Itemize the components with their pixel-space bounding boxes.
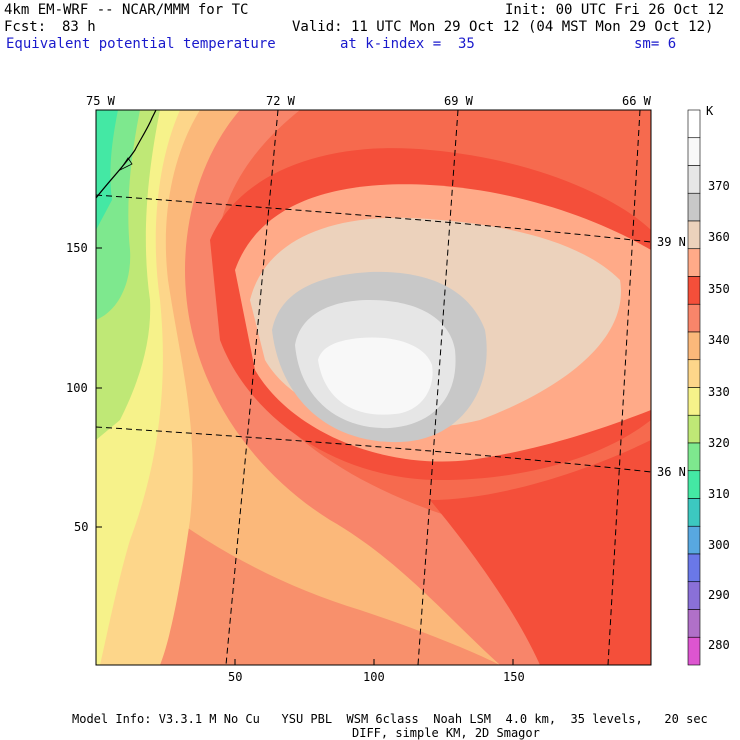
colorbar-label-300: 300: [708, 538, 730, 552]
lat-label-36n: 36 N: [657, 465, 686, 479]
colorbar-swatch: [687, 553, 701, 583]
colorbar-label-280: 280: [708, 638, 730, 652]
colorbar-swatch: [687, 248, 701, 277]
colorbar-label-360: 360: [708, 230, 730, 244]
fcst-label: Fcst:: [4, 19, 47, 35]
lon-label-66w: 66 W: [622, 94, 651, 108]
model-title: 4km EM-WRF -- NCAR/MMM for TC: [4, 2, 249, 18]
y-tick-100: 100: [66, 381, 88, 395]
y-tick-150: 150: [66, 241, 88, 255]
colorbar-swatch: [687, 220, 701, 250]
model-info: Model Info: V3.3.1 M No Cu YSU PBL WSM 6…: [72, 712, 708, 726]
colorbar-swatch: [687, 581, 701, 610]
colorbar-swatch: [687, 498, 701, 527]
graticule: [96, 110, 651, 665]
x-tick-100: 100: [363, 670, 385, 684]
valid-time: Valid: 11 UTC Mon 29 Oct 12 (04 MST Mon …: [292, 19, 714, 35]
colorbar-swatch: [687, 109, 701, 139]
colorbar-label-370: 370: [708, 179, 730, 193]
lon-label-72w: 72 W: [266, 94, 295, 108]
colorbar-swatch: [687, 636, 701, 666]
model-info-line2: DIFF, simple KM, 2D Smagor: [352, 726, 540, 740]
colorbar-swatch: [687, 387, 701, 416]
colorbar-swatch: [687, 276, 701, 305]
init-time: Init: 00 UTC Fri 26 Oct 12: [505, 2, 725, 18]
x-tick-50: 50: [228, 670, 243, 684]
colorbar-swatch: [687, 414, 701, 444]
colorbar-swatch: [687, 609, 701, 638]
colorbar-swatch: [687, 165, 701, 194]
fcst-value: 83 h: [62, 19, 96, 35]
colorbar-swatch: [687, 359, 701, 388]
colorbar-label-320: 320: [708, 436, 730, 450]
colorbar-swatch: [687, 137, 701, 166]
colorbar-swatch: [687, 192, 701, 222]
y-tick-50: 50: [74, 520, 89, 534]
axis-ticks: [96, 247, 514, 665]
colorbar-swatch: [687, 303, 701, 333]
colorbar-swatch: [687, 470, 701, 499]
smoothing-info: sm= 6: [634, 36, 677, 52]
colorbar-swatch: [687, 525, 701, 555]
colorbar-label-330: 330: [708, 385, 730, 399]
field-name: Equivalent potential temperature: [6, 36, 276, 52]
colorbar-label-310: 310: [708, 487, 730, 501]
theta-e-field: [96, 110, 651, 665]
colorbar-label-340: 340: [708, 333, 730, 347]
colorbar-label-350: 350: [708, 282, 730, 296]
lon-label-75w: 75 W: [86, 94, 115, 108]
lon-label-69w: 69 W: [444, 94, 473, 108]
lat-label-39n: 39 N: [657, 235, 686, 249]
x-tick-150: 150: [503, 670, 525, 684]
colorbar-label-290: 290: [708, 588, 730, 602]
colorbar-swatch: [687, 331, 701, 361]
colorbar: [687, 109, 701, 666]
colorbar-swatch: [687, 442, 701, 472]
colorbar-unit: K: [706, 104, 714, 118]
level-info: at k-index = 35: [340, 36, 475, 52]
